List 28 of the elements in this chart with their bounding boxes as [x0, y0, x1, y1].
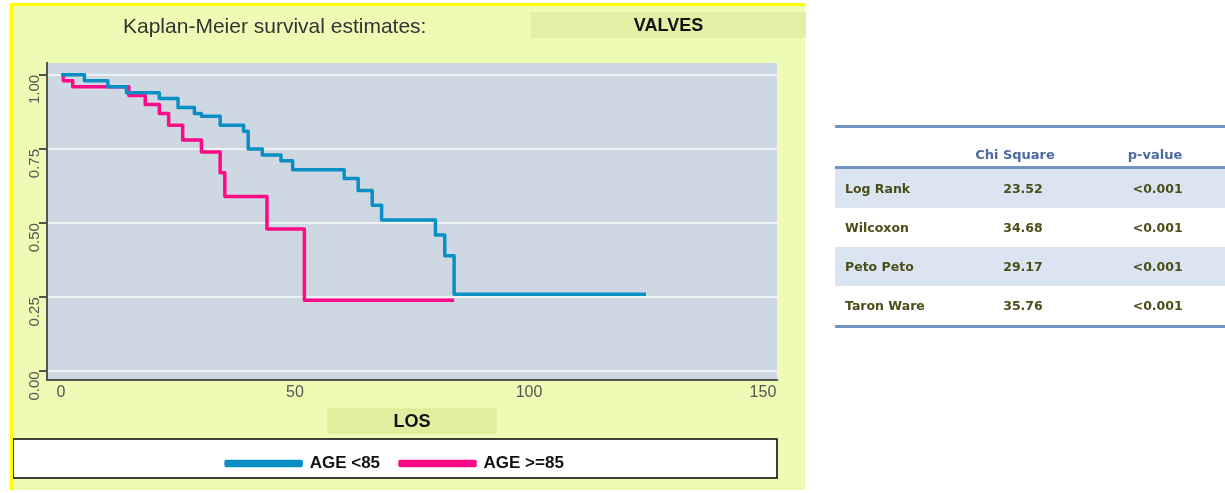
y-tick-label: 1.00 [25, 74, 43, 105]
x-tick-label: 50 [286, 383, 305, 401]
x-tick-label: 0 [56, 383, 66, 401]
data-label: 23.52 [1002, 181, 1044, 196]
series-label: Chi Square [974, 147, 1056, 164]
category-label: Taron Ware [844, 298, 926, 313]
chart-title: Kaplan-Meier survival estimates: [123, 14, 427, 38]
text: p-value [1126, 147, 1184, 164]
data-label: <0.001 [1131, 259, 1184, 274]
category-label: Wilcoxon [844, 220, 910, 235]
y-tick-label: 0.50 [25, 223, 43, 253]
y-tick-label: 0.25 [25, 297, 43, 327]
y-tick-label: 0.75 [25, 148, 43, 179]
category-label: Log Rank [844, 181, 912, 196]
y-tick-label: 0.00 [25, 371, 43, 401]
category-label: Peto Peto [844, 259, 915, 274]
data-label: <0.001 [1131, 220, 1184, 235]
x-axis-title: LOS [393, 411, 431, 432]
legend-label: AGE <85 [309, 453, 381, 473]
x-tick-label: 150 [749, 383, 777, 401]
x-tick-label: 100 [515, 383, 543, 401]
chart-subtitle: VALVES [531, 12, 806, 38]
data-label: 34.68 [1002, 220, 1044, 235]
data-label: <0.001 [1131, 181, 1184, 196]
data-label: 29.17 [1002, 259, 1044, 274]
data-label: <0.001 [1131, 298, 1184, 313]
data-label: 35.76 [1002, 298, 1044, 313]
legend-label: AGE >=85 [483, 453, 564, 473]
